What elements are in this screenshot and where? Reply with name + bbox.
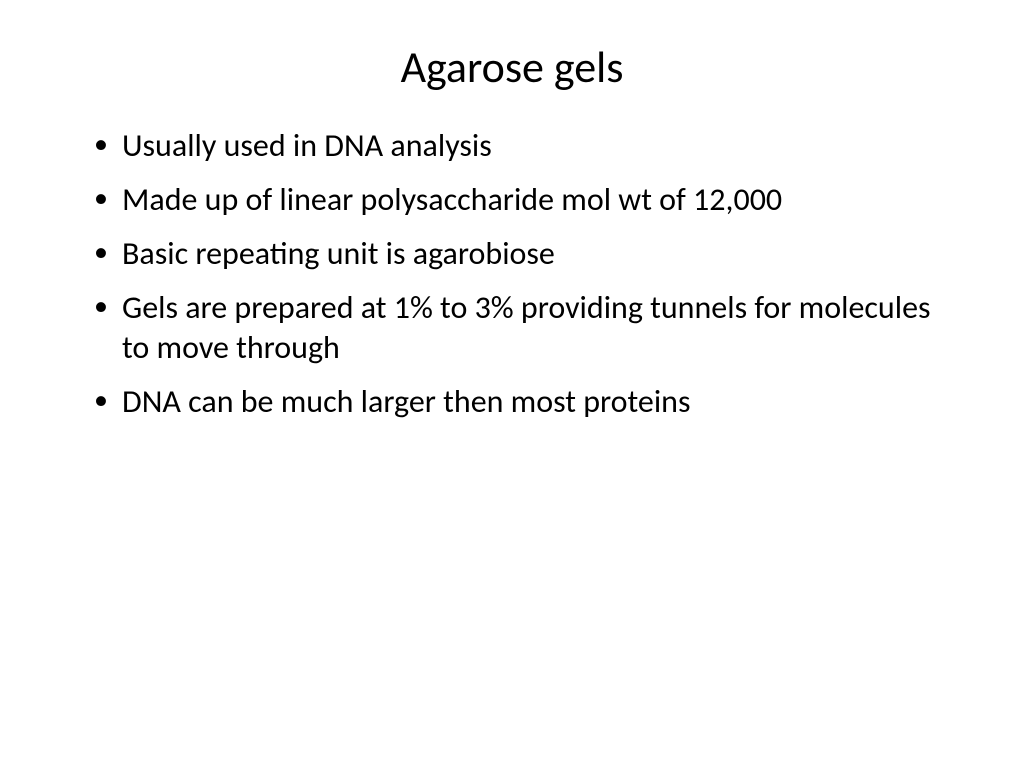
bullet-item: Basic repeating unit is agarobiose (94, 234, 954, 274)
bullet-list: Usually used in DNA analysis Made up of … (70, 126, 954, 422)
bullet-item: Made up of linear polysaccharide mol wt … (94, 180, 954, 220)
slide-title: Agarose gels (70, 40, 954, 94)
bullet-item: Gels are prepared at 1% to 3% providing … (94, 288, 954, 368)
bullet-item: DNA can be much larger then most protein… (94, 382, 954, 422)
bullet-item: Usually used in DNA analysis (94, 126, 954, 166)
